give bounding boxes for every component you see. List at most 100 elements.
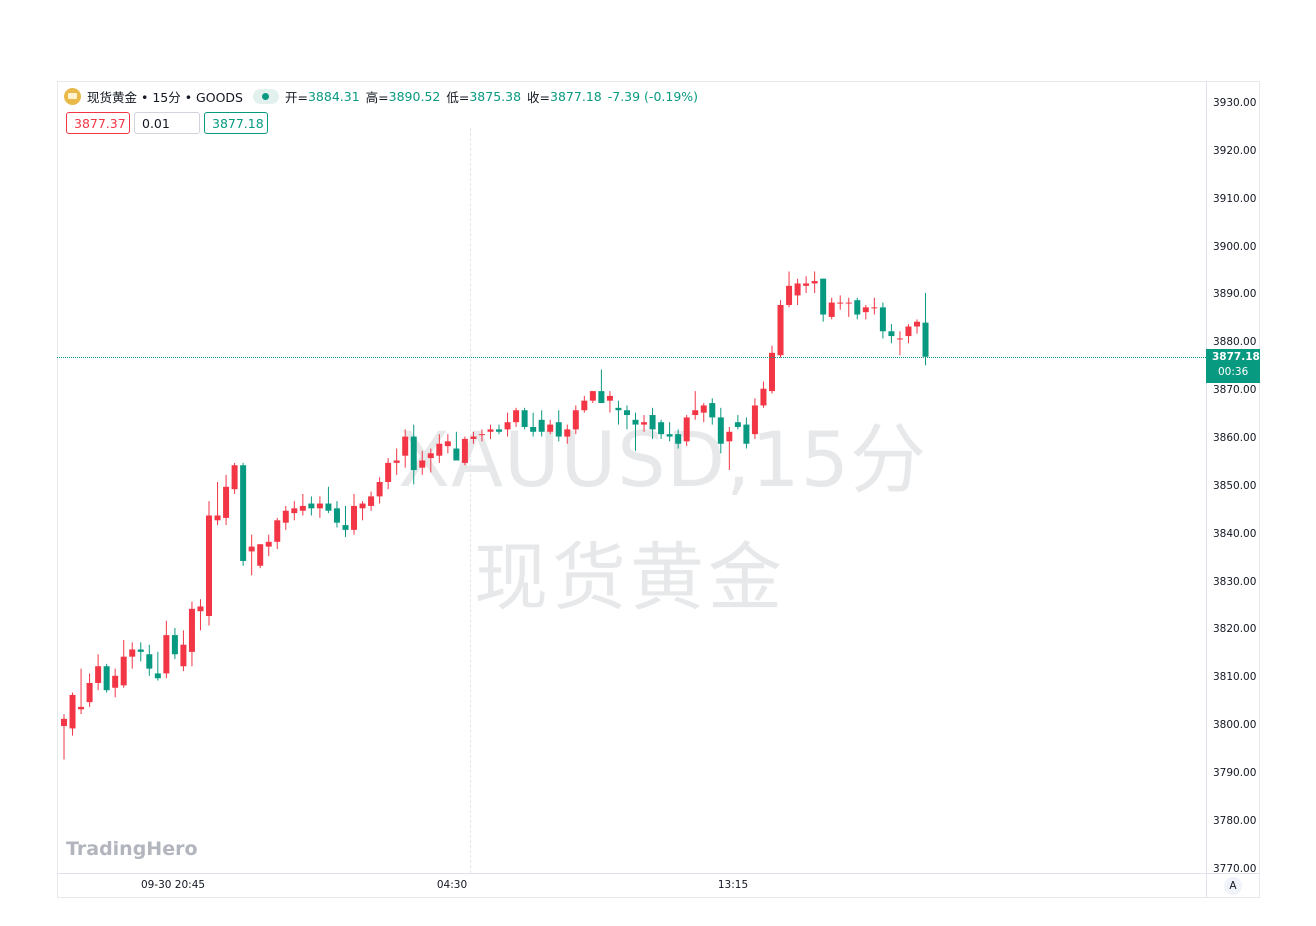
candle-body [325,503,332,511]
candle-body [862,307,869,313]
candle [606,391,613,413]
candle-body [504,422,511,430]
price-tick-label: 3920.00 [1213,144,1257,157]
candle-body [794,283,801,296]
candle [214,482,221,526]
candle-body [120,656,127,686]
candle [487,424,494,439]
candle [564,424,571,444]
candle-body [299,505,306,511]
candle-body [538,419,545,432]
candle [137,642,144,662]
candle-body [436,443,443,456]
candle [248,534,255,576]
candle-body [69,694,76,729]
candle-body [632,419,639,425]
legend-header[interactable]: 现货黄金 • 15分 • GOODS 开= 3884.31 高= 3890.52 低… [64,86,698,106]
candle-body [188,608,195,652]
candle [461,436,468,466]
candle-body [308,503,315,509]
candle [513,407,520,427]
candle [845,297,852,317]
trade-panel: 3877.37 0.01 3877.18 [66,112,268,134]
change-value: -7.39 (-0.19%) [607,88,699,104]
price-tick-label: 3820.00 [1213,623,1257,636]
candle [470,431,477,444]
candle-body [274,520,281,542]
candle-body [61,718,67,727]
sell-price-button[interactable]: 3877.37 [66,112,130,134]
candle-body [410,436,417,471]
candle [786,271,793,308]
symbol-title[interactable]: 现货黄金 • 15分 • GOODS [87,89,243,105]
candle [69,692,76,736]
time-tick-label: 13:15 [717,879,749,891]
candle [803,276,810,294]
chart-pane[interactable] [57,81,1260,898]
market-open-dot-icon [262,92,270,100]
candle-body [828,302,835,317]
candle [547,419,554,435]
candle-body [95,666,102,683]
time-tick-label: 09-30 20:45 [140,879,206,891]
auto-scale-button[interactable]: A [1224,877,1242,895]
candle-body [478,434,485,436]
candle [436,434,443,463]
candle [896,331,903,356]
high-label: 高= [365,89,389,105]
time-axis-border [57,873,1260,874]
candle [871,297,878,315]
candle-body [248,546,255,552]
candle-body [214,515,221,521]
candle-body [86,682,93,703]
quantity-input[interactable]: 0.01 [134,112,200,134]
candle-body [666,434,673,437]
candle-body [751,405,758,435]
candle [120,639,127,688]
price-tick-label: 3870.00 [1213,384,1257,397]
candle [188,601,195,667]
candle-body [359,503,366,509]
candle [78,668,85,715]
market-status-badge[interactable] [252,88,279,104]
candle-body [623,410,630,416]
candle-body [496,429,503,432]
buy-price-button[interactable]: 3877.18 [204,112,268,134]
candle-body [854,300,861,315]
candle-body [879,307,886,332]
candle [777,300,784,358]
candle [555,410,562,442]
candle [154,651,161,681]
price-axis-border [1206,81,1207,898]
candle-body [240,465,247,561]
candle [223,474,230,526]
candle-body [896,338,903,340]
candle [504,412,511,437]
candle [61,714,67,760]
candle-body [547,424,554,432]
price-tick-label: 3800.00 [1213,719,1257,732]
session-break-line [470,128,471,873]
candle-body [845,302,852,304]
candle-body [871,307,878,309]
candle-body [598,391,605,404]
candle-body [615,407,622,411]
candle [751,398,758,439]
candle [359,501,366,521]
candle [103,663,110,693]
bar-countdown: 00:36 [1218,366,1249,378]
candle-body [444,441,451,447]
candle-body [265,541,272,547]
candle [385,458,392,490]
price-tick-label: 3900.00 [1213,240,1257,253]
current-price-tag: 3877.18 00:36 [1206,349,1260,383]
candle [231,462,238,494]
price-tick-label: 3910.00 [1213,192,1257,205]
candle [112,668,119,698]
candle [615,400,622,425]
candle-body [427,453,434,459]
candle-body [137,649,144,652]
price-tick-label: 3890.00 [1213,288,1257,301]
candle [180,630,187,672]
